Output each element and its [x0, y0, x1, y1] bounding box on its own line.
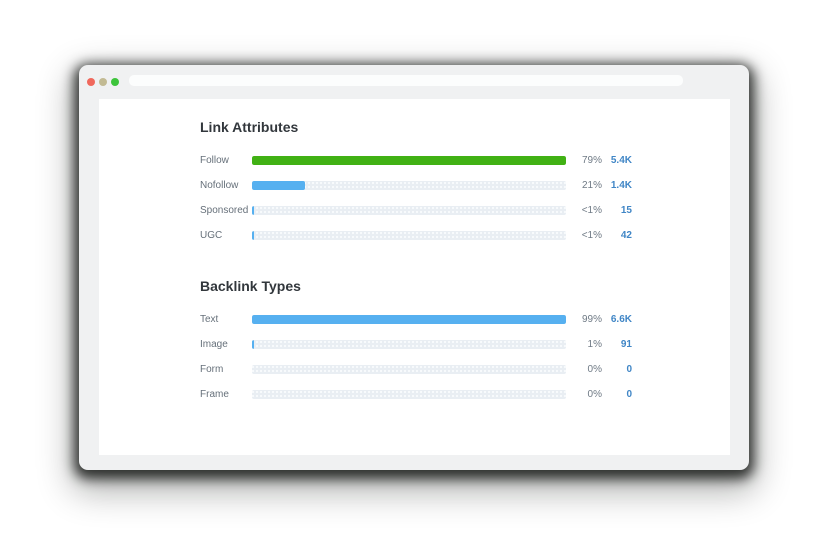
row-label: UGC: [200, 229, 223, 241]
row-label: Image: [200, 338, 228, 350]
row-label: Nofollow: [200, 179, 239, 191]
chart-row: Text 99% 6.6K: [200, 313, 632, 325]
bar-fill: [252, 314, 566, 324]
chart-title: Link Attributes: [200, 119, 299, 135]
row-percent: <1%: [581, 229, 602, 241]
bar-track: [252, 389, 566, 399]
url-bar[interactable]: [129, 75, 683, 86]
chart-row: Image 1% 91: [200, 338, 632, 350]
window-controls: [87, 78, 119, 86]
chart-rows: Text 99% 6.6K Image 1% 91 Form 0% 0 Frame 0% 0: [200, 313, 632, 400]
row-percent: 1%: [587, 338, 602, 350]
minimize-button-icon[interactable]: [99, 78, 107, 86]
page-content: Link Attributes Follow 79% 5.4K Nofollow 21%…: [99, 99, 730, 455]
zoom-button-icon[interactable]: [111, 78, 119, 86]
row-percent: 0%: [587, 363, 602, 375]
row-value-link[interactable]: 0: [626, 388, 632, 400]
row-percent: 99%: [581, 313, 602, 325]
bar-track: [252, 205, 566, 215]
bar-fill: [252, 155, 566, 165]
bar-track: [252, 339, 566, 349]
bar-fill: [252, 205, 254, 215]
bar-track: [252, 155, 566, 165]
row-percent: 0%: [587, 388, 602, 400]
chart-section-backlink-types: Backlink Types Text 99% 6.6K Image 1% 91 Form 0…: [200, 278, 632, 400]
row-label: Text: [200, 313, 219, 325]
row-value-link[interactable]: 91: [620, 338, 632, 350]
row-label: Form: [200, 363, 224, 375]
bar-track: [252, 230, 566, 240]
row-value-link[interactable]: 0: [626, 363, 632, 375]
bar-track: [252, 314, 566, 324]
close-button-icon[interactable]: [87, 78, 95, 86]
chart-title: Backlink Types: [200, 278, 301, 294]
chart-section-link-attributes: Link Attributes Follow 79% 5.4K Nofollow 21%…: [200, 119, 632, 241]
chart-row: Frame 0% 0: [200, 388, 632, 400]
row-percent: 79%: [581, 154, 602, 166]
browser-titlebar: [79, 65, 749, 99]
row-value-link[interactable]: 42: [620, 229, 632, 241]
row-label: Frame: [200, 388, 229, 400]
bar-fill: [252, 180, 306, 190]
row-label: Follow: [200, 154, 229, 166]
bar-track: [252, 180, 566, 190]
row-label: Sponsored: [200, 204, 249, 216]
row-percent: <1%: [581, 204, 602, 216]
row-value-link[interactable]: 15: [620, 204, 632, 216]
bar-fill: [252, 339, 254, 349]
chart-row: UGC <1% 42: [200, 229, 632, 241]
chart-rows: Follow 79% 5.4K Nofollow 21% 1.4K Sponsored <1%…: [200, 154, 632, 241]
row-percent: 21%: [581, 179, 602, 191]
row-value-link[interactable]: 6.6K: [610, 313, 632, 325]
chart-row: Sponsored <1% 15: [200, 204, 632, 216]
chart-row: Nofollow 21% 1.4K: [200, 179, 632, 191]
bar-track: [252, 364, 566, 374]
browser-window: Link Attributes Follow 79% 5.4K Nofollow 21%…: [79, 65, 749, 470]
bar-fill: [252, 230, 254, 240]
row-value-link[interactable]: 5.4K: [610, 154, 632, 166]
chart-row: Follow 79% 5.4K: [200, 154, 632, 166]
row-value-link[interactable]: 1.4K: [610, 179, 632, 191]
chart-row: Form 0% 0: [200, 363, 632, 375]
